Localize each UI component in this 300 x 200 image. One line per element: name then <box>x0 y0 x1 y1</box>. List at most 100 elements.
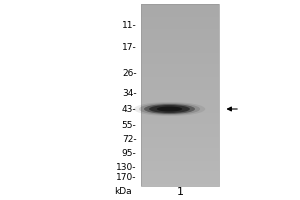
Bar <box>141 126 219 128</box>
Bar <box>141 77 219 79</box>
Bar <box>141 128 219 130</box>
Bar <box>141 142 219 144</box>
Bar <box>141 168 219 170</box>
Bar <box>141 4 219 6</box>
Bar <box>141 146 219 148</box>
Bar <box>141 177 219 179</box>
Text: 26-: 26- <box>122 68 136 77</box>
Bar <box>141 164 219 166</box>
Bar <box>141 60 219 62</box>
Bar <box>141 119 219 120</box>
Ellipse shape <box>144 104 195 114</box>
Bar <box>141 39 219 40</box>
Bar <box>141 181 219 182</box>
Bar <box>141 175 219 177</box>
Bar <box>141 82 219 84</box>
Bar <box>141 179 219 181</box>
Bar <box>141 115 219 117</box>
Bar <box>141 100 219 102</box>
Ellipse shape <box>134 102 205 116</box>
Bar <box>141 173 219 175</box>
Bar <box>141 62 219 64</box>
Ellipse shape <box>157 106 182 112</box>
Bar <box>141 166 219 168</box>
Bar <box>141 29 219 31</box>
Bar <box>141 184 219 186</box>
Bar <box>141 31 219 33</box>
Bar <box>141 124 219 126</box>
Bar <box>141 50 219 51</box>
Bar <box>141 26 219 28</box>
Bar <box>141 22 219 24</box>
Bar <box>141 162 219 164</box>
Bar <box>141 13 219 15</box>
Text: 34-: 34- <box>122 88 136 98</box>
Bar <box>141 97 219 99</box>
Bar <box>141 79 219 80</box>
Bar <box>141 111 219 113</box>
Bar <box>141 59 219 60</box>
Bar <box>141 51 219 53</box>
Text: 72-: 72- <box>122 134 136 144</box>
Bar <box>141 33 219 35</box>
Bar <box>141 93 219 95</box>
Bar <box>141 99 219 100</box>
Bar <box>141 106 219 108</box>
Bar <box>141 6 219 8</box>
Bar <box>141 95 219 97</box>
Bar <box>141 44 219 46</box>
Bar <box>141 153 219 155</box>
Bar <box>141 159 219 161</box>
Bar <box>141 57 219 59</box>
Bar <box>141 144 219 146</box>
Bar <box>141 88 219 90</box>
Bar <box>141 113 219 115</box>
Bar <box>141 11 219 13</box>
Bar <box>141 102 219 104</box>
Bar <box>141 117 219 119</box>
Text: 1: 1 <box>176 187 184 197</box>
Bar <box>141 108 219 110</box>
Ellipse shape <box>139 103 200 115</box>
Bar <box>141 68 219 70</box>
Bar <box>141 139 219 140</box>
Bar <box>141 17 219 19</box>
Bar <box>141 24 219 26</box>
Bar <box>141 66 219 68</box>
Bar <box>141 40 219 42</box>
Bar <box>141 137 219 139</box>
Bar <box>141 150 219 151</box>
Bar <box>141 46 219 48</box>
Bar <box>141 104 219 106</box>
Text: 130-: 130- <box>116 162 136 171</box>
Bar <box>141 151 219 153</box>
Bar <box>141 28 219 29</box>
Bar <box>141 120 219 122</box>
Bar <box>141 80 219 82</box>
Bar <box>141 84 219 86</box>
Bar <box>141 8 219 9</box>
Bar <box>141 157 219 159</box>
Text: kDa: kDa <box>114 188 132 196</box>
Bar <box>141 86 219 88</box>
Bar <box>141 19 219 20</box>
Bar <box>141 133 219 135</box>
Bar <box>141 140 219 142</box>
Bar <box>141 155 219 157</box>
Bar <box>141 4 219 186</box>
Bar <box>141 122 219 124</box>
Text: 11-: 11- <box>122 21 136 29</box>
Bar <box>141 64 219 66</box>
Text: 170-: 170- <box>116 172 136 182</box>
Bar <box>141 90 219 91</box>
Bar <box>141 131 219 133</box>
Bar <box>141 73 219 75</box>
Bar <box>141 42 219 44</box>
Bar <box>141 110 219 111</box>
Bar <box>141 70 219 71</box>
Text: 95-: 95- <box>122 148 136 158</box>
Text: 17-: 17- <box>122 43 136 51</box>
Bar <box>141 161 219 162</box>
Text: 55-: 55- <box>122 120 136 130</box>
Bar <box>141 9 219 11</box>
